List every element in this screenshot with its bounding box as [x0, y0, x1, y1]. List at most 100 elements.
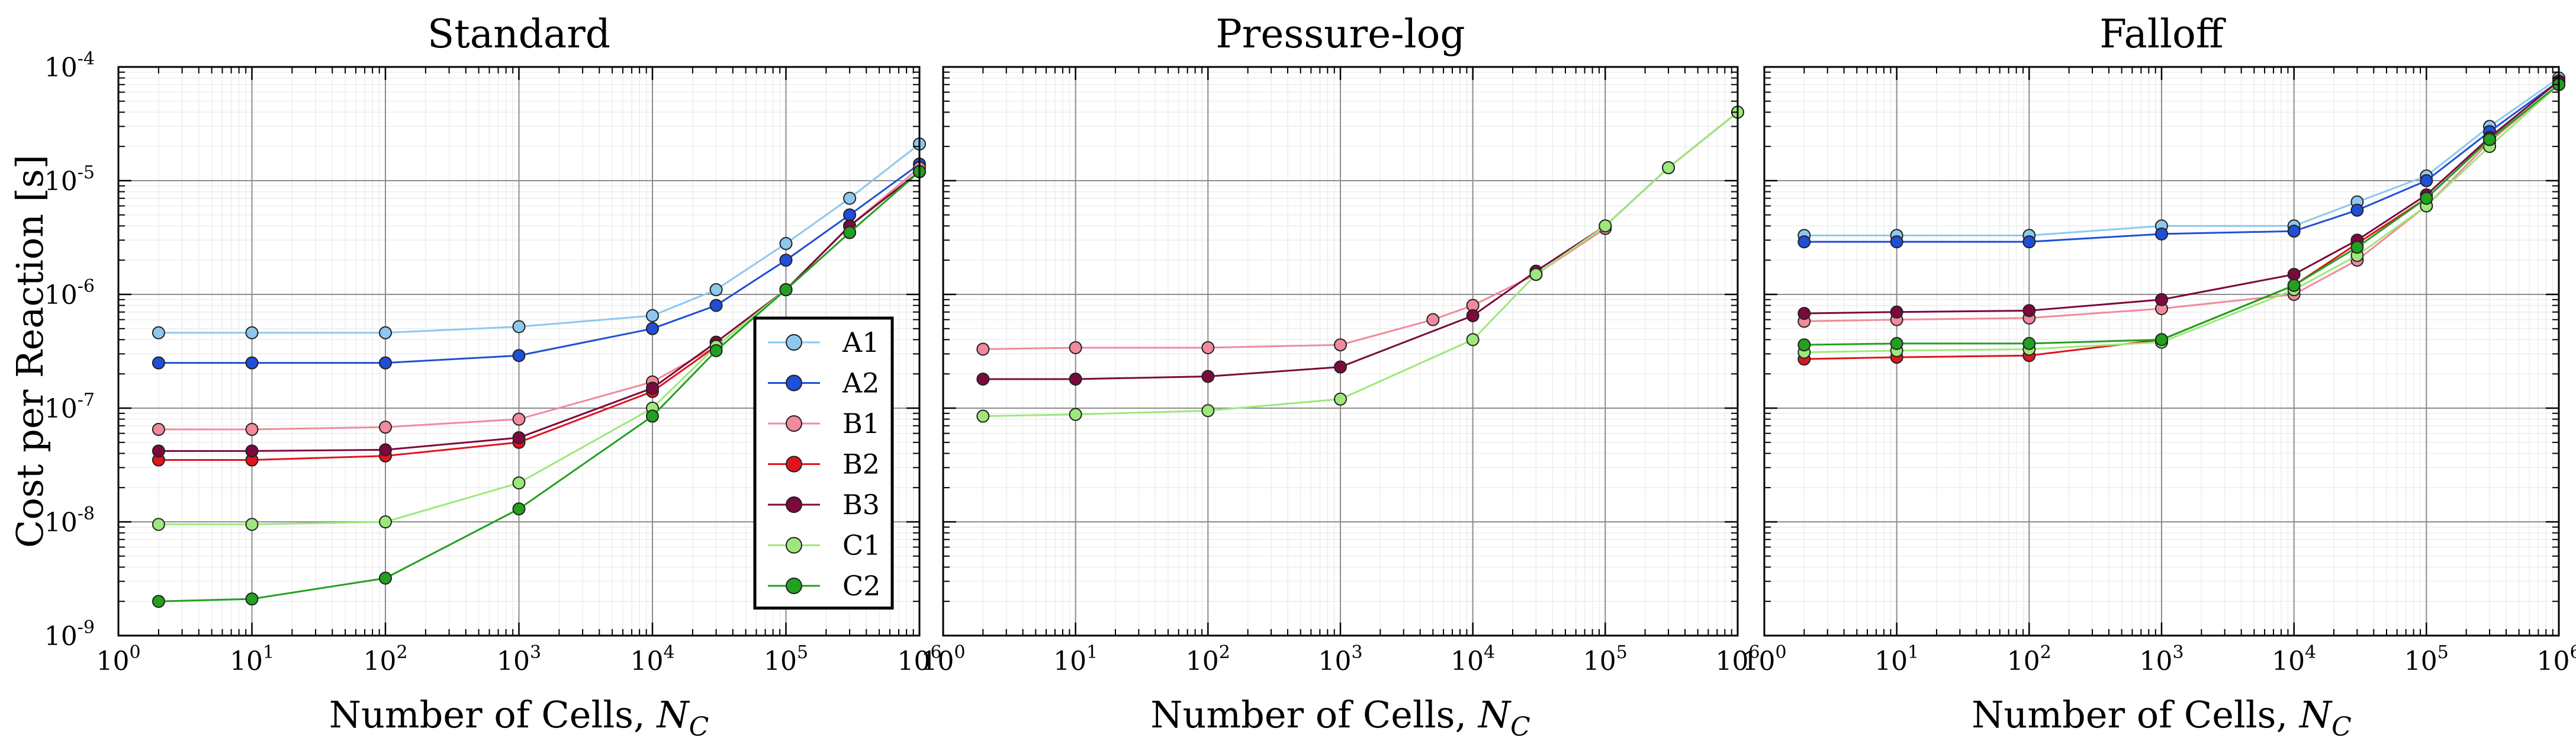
- data-point-a1: [779, 237, 793, 251]
- data-point-c2: [779, 283, 793, 297]
- legend-label: B2: [842, 448, 880, 480]
- legend-marker: [786, 456, 802, 473]
- x-tick-label: 103: [497, 642, 541, 676]
- y-tick-label: 10-9: [44, 617, 95, 652]
- data-point-c2: [379, 572, 392, 585]
- data-point-b3: [1069, 372, 1082, 386]
- series-line-b3: [1804, 80, 2559, 315]
- data-point-a2: [843, 208, 857, 222]
- y-tick-label: 10-7: [44, 390, 95, 424]
- data-point-c2: [512, 502, 526, 516]
- x-tick-label: 100: [921, 642, 965, 676]
- data-point-c2: [2287, 278, 2301, 292]
- data-point-c2: [152, 595, 165, 608]
- x-tick-label: 106: [897, 642, 941, 676]
- data-point-c2: [1890, 336, 1903, 350]
- data-point-a1: [646, 309, 659, 322]
- data-point-a2: [2420, 174, 2433, 187]
- data-point-b3: [1466, 309, 1480, 322]
- legend-marker: [786, 415, 802, 432]
- data-point-c2: [2420, 191, 2433, 205]
- data-point-c1: [152, 518, 165, 531]
- legend: A1 A2 B1 B2 B3 C1 C2: [753, 316, 894, 610]
- data-point-b3: [976, 372, 990, 386]
- y-axis-label: Cost per Reaction [s]: [8, 155, 52, 548]
- data-point-a2: [1797, 235, 1811, 249]
- data-point-c1: [1069, 408, 1082, 421]
- panel-pressure-log: 100 101 102 103 104 105 106Pressure-logNumber …: [921, 11, 1760, 742]
- data-point-b3: [646, 381, 659, 395]
- data-point-c2: [646, 409, 659, 423]
- x-tick-label: 104: [2272, 642, 2316, 676]
- legend-marker: [786, 334, 802, 351]
- legend-box: [753, 316, 894, 610]
- data-point-a2: [2022, 235, 2036, 249]
- chart-title: Standard: [427, 11, 610, 57]
- data-point-a1: [245, 326, 259, 339]
- data-point-a2: [245, 356, 259, 370]
- data-point-b3: [1201, 370, 1215, 383]
- data-point-a2: [2287, 225, 2301, 238]
- chart-title: Falloff: [2099, 11, 2226, 57]
- data-point-a1: [379, 326, 392, 339]
- data-point-b1: [1426, 313, 1440, 326]
- legend-item-b1: B1: [768, 408, 880, 440]
- x-tick-label: 104: [1451, 642, 1495, 676]
- data-point-b1: [976, 342, 990, 356]
- data-point-b3: [2155, 293, 2168, 306]
- data-point-c1: [512, 476, 526, 490]
- x-tick-label: 100: [1742, 642, 1786, 676]
- data-point-a2: [1890, 235, 1903, 249]
- data-point-a2: [2350, 203, 2364, 217]
- legend-label: B3: [842, 489, 880, 521]
- legend-marker: [786, 496, 802, 513]
- legend-item-b2: B2: [768, 448, 880, 480]
- data-point-b3: [1797, 307, 1811, 320]
- series-line-b2: [1804, 84, 2559, 360]
- data-point-b1: [245, 422, 259, 436]
- data-point-a2: [512, 349, 526, 363]
- legend-item-a1: A1: [768, 326, 880, 358]
- data-point-c1: [245, 518, 259, 531]
- data-point-a2: [2155, 227, 2168, 240]
- x-axis-label: Number of Cells, NC: [1972, 693, 2352, 742]
- data-point-b3: [379, 443, 392, 457]
- series-line-c1: [983, 111, 1738, 418]
- data-point-b3: [2022, 304, 2036, 318]
- x-tick-label: 100: [96, 642, 140, 676]
- data-point-c2: [843, 226, 857, 239]
- legend-label: C2: [842, 570, 880, 602]
- panel-falloff: 100 101 102 103 104 105 106 Falloff Number of Ce…: [1742, 11, 2576, 742]
- data-point-c1: [1466, 333, 1480, 347]
- data-point-b1: [1334, 338, 1347, 352]
- data-point-c1: [1201, 404, 1215, 418]
- chart-title: Pressure-log: [1215, 11, 1465, 57]
- data-point-b1: [152, 422, 165, 436]
- series-line-a1: [158, 143, 920, 334]
- legend-label: B1: [842, 408, 880, 440]
- data-point-c1: [1599, 219, 1612, 233]
- data-point-c1: [1334, 392, 1347, 406]
- x-tick-label: 102: [363, 642, 407, 676]
- x-tick-label: 101: [1053, 642, 1098, 676]
- panel-standard: 100 101 102 103 104 105 106 10-9 10-8 10-7 10-6 10-…: [8, 11, 942, 742]
- y-tick-label: 10-8: [44, 504, 95, 538]
- data-point-b3: [152, 444, 165, 458]
- data-point-c2: [2155, 333, 2168, 347]
- y-tick-label: 10-5: [44, 162, 95, 197]
- legend-marker: [786, 578, 802, 594]
- x-tick-label: 101: [230, 642, 274, 676]
- data-point-a2: [779, 254, 793, 267]
- data-point-a2: [152, 356, 165, 370]
- data-point-c1: [1662, 161, 1675, 175]
- x-tick-label: 105: [1583, 642, 1628, 676]
- data-point-b1: [379, 421, 392, 434]
- data-point-a1: [152, 326, 165, 339]
- x-tick-label: 106: [2536, 642, 2576, 676]
- data-point-b3: [245, 444, 259, 458]
- x-axis-label: Number of Cells, NC: [329, 693, 709, 742]
- x-tick-label: 102: [2007, 642, 2051, 676]
- data-point-b3: [512, 431, 526, 444]
- data-point-a2: [379, 356, 392, 370]
